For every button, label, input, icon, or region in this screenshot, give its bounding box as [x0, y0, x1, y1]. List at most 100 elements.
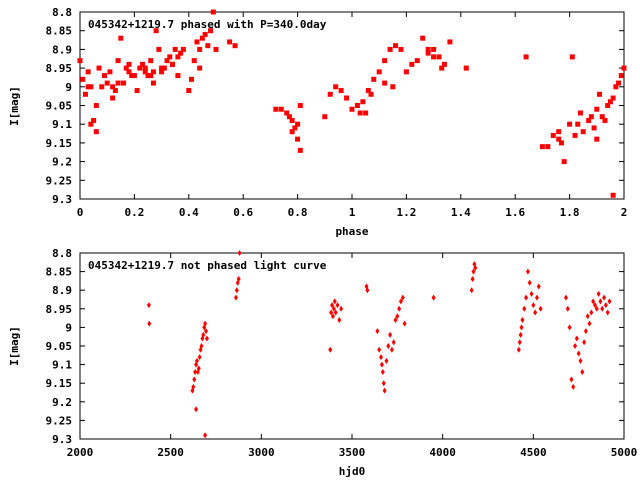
- data-point: [589, 309, 594, 316]
- data-point: [534, 294, 539, 301]
- y-tick-label: 9.25: [46, 414, 73, 427]
- x-tick-label: 3500: [339, 446, 366, 459]
- data-point: [607, 99, 613, 105]
- data-point: [529, 290, 534, 297]
- data-point: [194, 406, 199, 413]
- data-point: [140, 61, 146, 67]
- data-point: [295, 136, 301, 142]
- data-point: [197, 46, 203, 52]
- data-point: [126, 69, 132, 75]
- data-point: [596, 290, 601, 297]
- data-point: [558, 140, 564, 146]
- data-point: [148, 73, 154, 79]
- x-tick-label: 1: [349, 206, 356, 219]
- data-point: [576, 350, 581, 357]
- data-point: [561, 159, 567, 165]
- data-point: [147, 320, 152, 327]
- data-point: [164, 58, 170, 64]
- data-point: [101, 73, 107, 79]
- x-tick-label: 1.8: [560, 206, 580, 219]
- data-point: [594, 305, 599, 312]
- data-point: [578, 357, 583, 364]
- data-point: [333, 84, 339, 90]
- data-point: [328, 346, 333, 353]
- data-point: [582, 339, 587, 346]
- data-point: [327, 91, 333, 97]
- data-point: [391, 339, 396, 346]
- y-tick-label: 9.15: [46, 377, 73, 390]
- data-point: [414, 58, 420, 64]
- data-point: [605, 103, 611, 108]
- data-point: [393, 316, 398, 323]
- data-point: [93, 129, 99, 135]
- data-point: [284, 110, 290, 116]
- data-point: [349, 106, 355, 112]
- data-point: [142, 69, 148, 75]
- data-point: [536, 283, 541, 290]
- data-point: [194, 39, 200, 45]
- data-point: [569, 376, 574, 383]
- data-point: [110, 84, 116, 90]
- data-point: [205, 43, 211, 49]
- data-point: [189, 76, 195, 82]
- data-point: [203, 432, 208, 439]
- data-point: [603, 302, 608, 309]
- x-tick-label: 5000: [611, 446, 638, 459]
- data-point: [131, 73, 137, 79]
- data-point: [381, 380, 386, 387]
- data-point: [123, 65, 129, 71]
- x-tick-label: 1.2: [396, 206, 416, 219]
- data-point: [386, 343, 391, 349]
- data-point: [585, 313, 590, 320]
- data-point: [538, 305, 543, 312]
- data-point: [159, 69, 165, 75]
- y-tick-label: 8.8: [52, 6, 72, 19]
- data-point: [329, 309, 334, 316]
- x-tick-label: 3000: [248, 446, 275, 459]
- data-point: [379, 361, 384, 368]
- data-point: [104, 80, 110, 86]
- data-point: [332, 298, 337, 305]
- data-point: [96, 65, 102, 71]
- data-point: [567, 324, 572, 331]
- data-point: [115, 58, 121, 64]
- data-point: [390, 84, 396, 90]
- data-point: [191, 383, 196, 390]
- data-point: [580, 369, 585, 376]
- data-point: [159, 65, 165, 71]
- data-point: [115, 80, 121, 86]
- data-point: [333, 309, 338, 316]
- data-point: [376, 69, 382, 75]
- data-point: [202, 31, 208, 37]
- data-point: [360, 99, 366, 105]
- data-point: [137, 65, 143, 71]
- data-point: [522, 305, 527, 312]
- data-point: [357, 110, 363, 116]
- data-point: [199, 35, 205, 41]
- data-point: [335, 302, 340, 309]
- y-tick-label: 9: [65, 321, 72, 334]
- data-point: [175, 54, 181, 60]
- data-point: [208, 28, 214, 34]
- data-point: [545, 144, 551, 150]
- y-tick-label: 9.05: [46, 340, 73, 353]
- y-tick-label: 8.95: [46, 303, 73, 316]
- data-point: [297, 103, 303, 108]
- data-point: [587, 320, 592, 327]
- x-tick-label: 2: [621, 206, 628, 219]
- plot-frame: [79, 11, 625, 200]
- data-point: [393, 43, 399, 49]
- y-tick-label: 9.25: [46, 174, 73, 187]
- data-point: [150, 69, 156, 75]
- data-point: [574, 335, 579, 342]
- data-point: [621, 65, 627, 71]
- data-point: [146, 302, 151, 309]
- data-point: [180, 46, 186, 52]
- data-point: [110, 95, 116, 101]
- chart-title: 045342+1219.7 phased with P=340.0day: [88, 18, 327, 31]
- data-point: [233, 294, 238, 301]
- data-point: [148, 58, 154, 64]
- y-tick-label: 9.2: [52, 156, 72, 169]
- data-point: [533, 309, 538, 316]
